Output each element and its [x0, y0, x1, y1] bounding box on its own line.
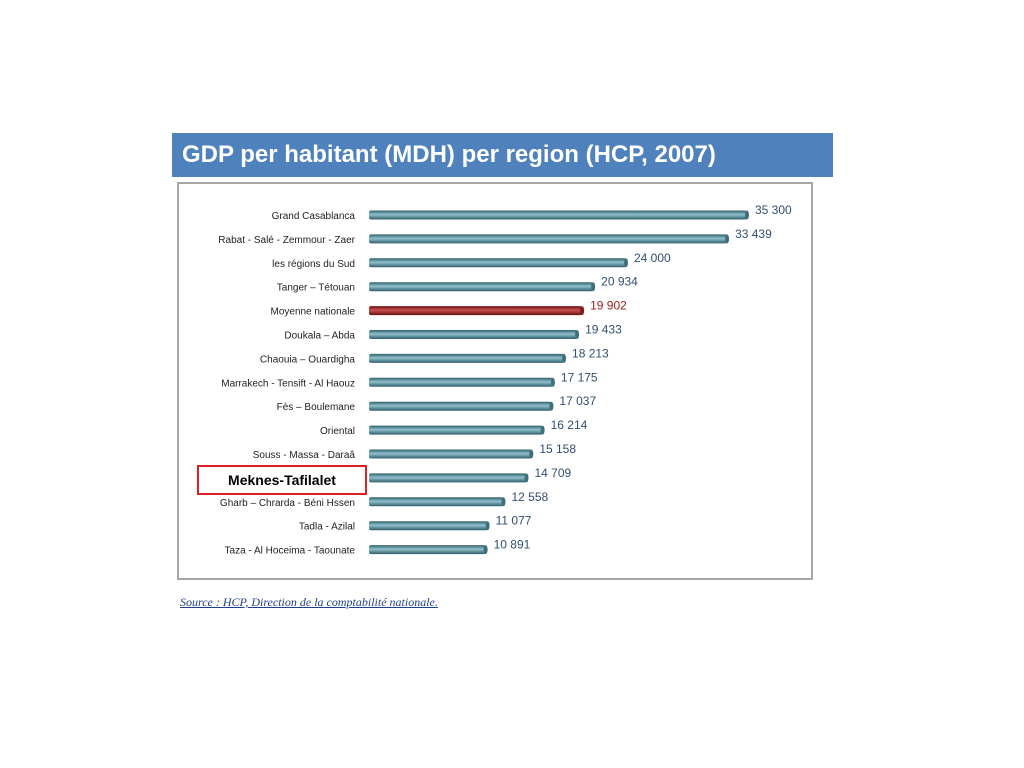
value-label: 15 158: [539, 442, 576, 456]
bar-end-cap: [549, 401, 554, 411]
category-label: les régions du Sud: [272, 259, 355, 270]
value-label: 19 433: [585, 323, 622, 337]
bar-end-cap: [501, 497, 506, 507]
bar-end-cap: [550, 377, 555, 387]
value-label: 16 214: [551, 418, 588, 432]
bar: [369, 330, 578, 339]
bar: [369, 473, 527, 483]
chart-title: GDP per habitant (MDH) per region (HCP, …: [172, 133, 833, 177]
bar-end-cap: [524, 473, 529, 483]
bar-end-cap: [562, 353, 567, 363]
category-label: Tadla - Azilal: [299, 522, 355, 533]
meknes-tafilalet-callout: Meknes-Tafilalet: [197, 465, 367, 495]
bar: [369, 377, 553, 387]
bar: [369, 401, 552, 411]
value-label: 17 175: [561, 370, 598, 384]
bar: [369, 521, 488, 531]
bar-end-cap: [540, 425, 545, 435]
bar-end-cap: [483, 545, 488, 555]
category-label: Rabat - Salé - Zemmour - Zaer: [218, 235, 355, 246]
bar: [369, 234, 728, 244]
category-label: Oriental: [320, 426, 355, 437]
bar-highlight: [369, 306, 583, 316]
bar-chart: Grand Casablanca 35 300 Rabat - Salé - Zem…: [218, 203, 792, 557]
bar-end-cap: [529, 449, 534, 459]
bar: [369, 497, 504, 507]
category-label: Grand Casablanca: [272, 211, 356, 222]
value-label: 14 709: [535, 466, 572, 480]
category-label: Gharb – Chrarda - Béni Hssen: [220, 498, 355, 509]
category-label: Marrakech - Tensift - Al Haouz: [221, 378, 355, 389]
value-label: 10 891: [494, 538, 531, 552]
bar-end-cap: [591, 282, 596, 292]
category-label: Fès – Boulemane: [277, 402, 356, 413]
value-label: 17 037: [559, 394, 596, 408]
bar-end-cap: [485, 521, 490, 531]
bar: [369, 353, 565, 363]
bar: [369, 210, 747, 220]
category-label: Doukala – Abda: [284, 331, 355, 342]
source-note: Source : HCP, Direction de la comptabili…: [180, 595, 438, 609]
bar: [369, 545, 486, 555]
bar-end-cap: [623, 258, 628, 268]
bar: [369, 449, 532, 459]
bar: [369, 425, 543, 435]
value-label: 12 558: [511, 490, 548, 504]
value-label: 18 213: [572, 346, 609, 360]
value-label: 24 000: [634, 251, 671, 265]
value-label: 35 300: [755, 203, 792, 217]
category-label: Souss - Massa - Daraâ: [253, 450, 356, 461]
bar-end-cap: [580, 306, 585, 316]
bar: [369, 282, 594, 292]
category-label: Taza - Al Hoceima - Taounate: [225, 546, 356, 557]
chart-frame: Grand Casablanca 35 300 Rabat - Salé - Zem…: [177, 182, 813, 580]
value-label: 11 077: [496, 514, 532, 528]
category-label: Chaouia – Ouardigha: [260, 354, 356, 365]
bar: [369, 258, 626, 268]
bar-end-cap: [745, 210, 749, 220]
bar-end-cap: [725, 234, 730, 244]
value-label: 19 902: [590, 299, 627, 313]
value-label: 20 934: [601, 275, 638, 289]
category-label: Tanger – Tétouan: [277, 283, 355, 294]
value-label: 33 439: [735, 227, 772, 241]
category-label: Moyenne nationale: [270, 307, 355, 318]
bar-end-cap: [575, 330, 580, 339]
